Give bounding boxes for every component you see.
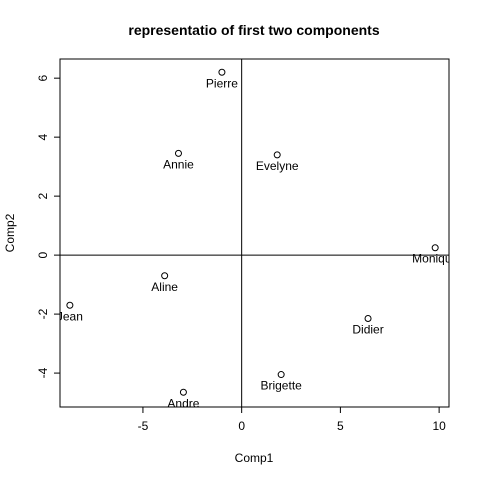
- data-point: [161, 272, 169, 280]
- data-point: [66, 301, 74, 309]
- data-point: [273, 151, 281, 159]
- plot-area: Pierre Annie Evelyne Monique Aline Jean Didier…: [57, 59, 458, 410]
- point-label: Evelyne: [256, 159, 299, 173]
- chart-title: representatio of first two components: [128, 22, 379, 38]
- x-tick-label: 5: [337, 419, 344, 433]
- point-label: Brigette: [260, 379, 302, 393]
- y-axis: -4 -2 0 2 4 6: [36, 75, 60, 378]
- point-label: Aline: [151, 280, 178, 294]
- point-label: Monique: [412, 252, 458, 266]
- y-tick-label: 4: [36, 133, 50, 140]
- data-point: [218, 68, 226, 76]
- data-point: [174, 149, 182, 157]
- point-label: Didier: [352, 323, 383, 337]
- y-axis-label: Comp2: [3, 213, 17, 252]
- point-label: Annie: [163, 157, 194, 171]
- data-point: [431, 244, 439, 252]
- x-axis-label: Comp1: [235, 451, 274, 465]
- y-tick-label: -2: [36, 308, 50, 319]
- x-tick-label: 10: [432, 419, 446, 433]
- y-tick-label: -4: [36, 367, 50, 378]
- x-tick-label: 0: [238, 419, 245, 433]
- y-tick-label: 6: [36, 75, 50, 82]
- data-point: [277, 371, 285, 379]
- data-point: [364, 315, 372, 323]
- point-label: Pierre: [206, 76, 238, 90]
- plot-frame: [59, 58, 450, 408]
- x-axis: -5 0 5 10: [138, 407, 446, 433]
- x-tick-label: -5: [138, 419, 149, 433]
- point-label: Andre: [167, 396, 199, 410]
- data-point: [179, 388, 187, 396]
- y-tick-label: 0: [36, 251, 50, 258]
- y-tick-label: 2: [36, 192, 50, 199]
- point-label: Jean: [57, 309, 83, 323]
